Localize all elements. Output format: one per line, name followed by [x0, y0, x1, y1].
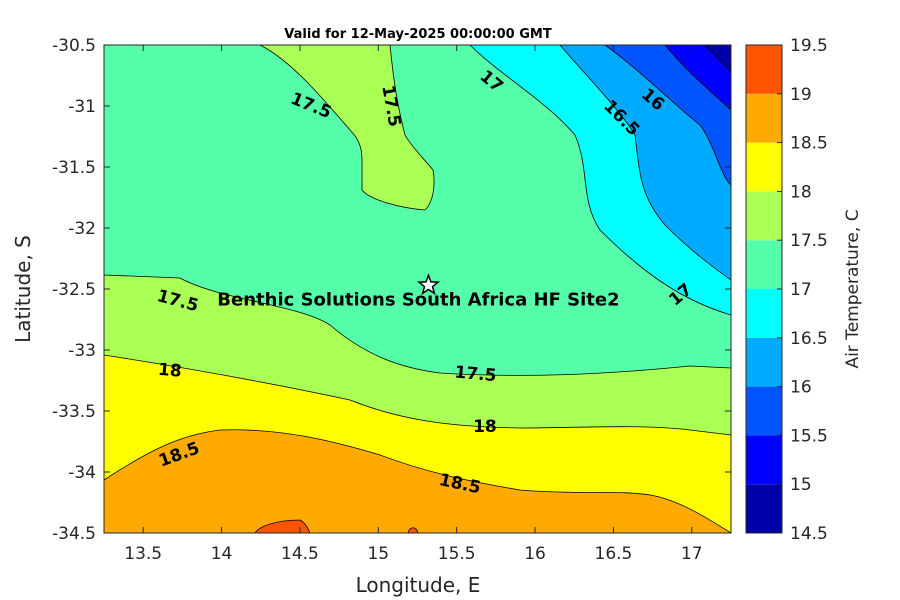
x-tick-label: 15	[367, 544, 389, 564]
y-tick-label: -33	[68, 341, 96, 361]
colorbar: 19.5 19 18.5 18 17.5 17 16.5 16 15.5 15 14.5	[745, 36, 828, 544]
x-tick-label: 15.5	[438, 544, 476, 564]
y-tick-label: -32.5	[52, 280, 96, 300]
y-tick-label: -34	[68, 463, 96, 483]
colorbar-swatch	[746, 484, 782, 533]
y-tick-label: -31	[68, 97, 96, 117]
colorbar-swatch	[746, 337, 782, 387]
y-axis-title: Latitude, S	[11, 235, 35, 343]
band-18.5-19	[104, 429, 731, 533]
x-axis-ticks: 13.5 14 14.5 15 15.5 16 16.5 17	[124, 45, 703, 564]
site-star-icon	[416, 273, 441, 296]
y-tick-label: -34.5	[52, 524, 96, 544]
y-tick-label: -32	[68, 219, 96, 239]
colorbar-swatch	[746, 386, 782, 436]
colorbar-swatch	[746, 435, 782, 485]
plot-title: Valid for 12-May-2025 00:00:00 GMT	[284, 27, 552, 42]
colorbar-tick-label: 16.5	[790, 329, 828, 349]
contour-label: 17.5	[454, 363, 498, 387]
colorbar-swatch	[746, 93, 782, 143]
y-tick-label: -30.5	[52, 36, 96, 56]
x-tick-label: 14	[211, 544, 233, 564]
colorbar-tick-label: 15.5	[790, 426, 828, 446]
contour-label: 18	[473, 417, 497, 437]
band-14.5-15	[704, 45, 731, 73]
x-tick-label: 16	[524, 544, 546, 564]
colorbar-swatch	[746, 142, 782, 192]
colorbar-tick-label: 17	[790, 280, 812, 300]
contour-label: 18	[157, 360, 182, 382]
colorbar-title: Air Temperature, C	[843, 209, 863, 368]
y-tick-label: -31.5	[52, 158, 96, 178]
x-tick-label: 13.5	[124, 544, 162, 564]
x-tick-label: 16.5	[595, 544, 633, 564]
y-tick-label: -33.5	[52, 402, 96, 422]
x-axis-title: Longitude, E	[356, 573, 481, 597]
colorbar-tick-label: 17.5	[790, 231, 828, 251]
x-tick-label: 17	[681, 544, 703, 564]
band-19-19.5	[254, 519, 311, 533]
site-marker-group: Benthic Solutions South Africa HF Site2	[217, 273, 620, 310]
colorbar-swatch	[746, 45, 782, 94]
colorbar-swatch	[746, 240, 782, 289]
y-axis-ticks: -30.5 -31 -31.5 -32 -32.5 -33 -33.5 -34 -34.5	[52, 36, 731, 544]
colorbar-tick-label: 14.5	[790, 524, 828, 544]
colorbar-swatch	[746, 289, 782, 338]
colorbar-swatch	[746, 191, 782, 241]
site-label: Benthic Solutions South Africa HF Site2	[217, 289, 619, 310]
contour-fill	[104, 45, 731, 533]
colorbar-tick-label: 19	[790, 85, 812, 105]
colorbar-tick-label: 18	[790, 182, 812, 202]
colorbar-tick-label: 18.5	[790, 134, 828, 154]
x-tick-label: 14.5	[281, 544, 319, 564]
colorbar-tick-label: 19.5	[790, 36, 828, 56]
colorbar-tick-label: 15	[790, 475, 812, 495]
colorbar-tick-label: 16	[790, 378, 812, 398]
band-17.5-18-top	[259, 45, 435, 211]
